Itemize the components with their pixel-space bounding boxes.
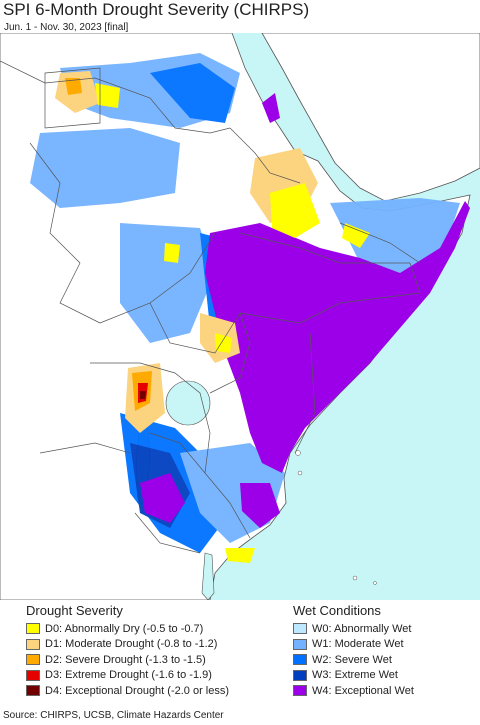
legend-label: D3: Extreme Drought (-1.6 to -1.9) xyxy=(45,669,212,682)
wet-legend: Wet Conditions W0: Abnormally Wet W1: Mo… xyxy=(293,603,414,699)
source-credit: Source: CHIRPS, UCSB, Climate Hazards Ce… xyxy=(3,710,224,721)
legend-item-d2: D2: Severe Drought (-1.3 to -1.5) xyxy=(26,652,229,668)
legend-item-w2: W2: Severe Wet xyxy=(293,652,414,668)
legend-item-d1: D1: Moderate Drought (-0.8 to -1.2) xyxy=(26,637,229,653)
legend-label: W1: Moderate Wet xyxy=(312,638,404,651)
legend-swatch xyxy=(293,638,307,650)
legend-item-d0: D0: Abnormally Dry (-0.5 to -0.7) xyxy=(26,621,229,637)
exceptional-wet xyxy=(140,93,470,528)
legend-swatch xyxy=(26,654,40,666)
legend-label: W0: Abnormally Wet xyxy=(312,622,412,635)
legend-label: D4: Exceptional Drought (-2.0 or less) xyxy=(45,684,230,697)
legend-swatch xyxy=(26,623,40,635)
legend-label: D0: Abnormally Dry (-0.5 to -0.7) xyxy=(45,622,204,635)
legend-label: W2: Severe Wet xyxy=(312,653,392,666)
arabia-land xyxy=(261,33,480,202)
drought-anomalies xyxy=(55,71,370,563)
drought-legend: Drought Severity D0: Abnormally Dry (-0.… xyxy=(26,603,229,699)
wet-legend-heading: Wet Conditions xyxy=(293,603,381,618)
legend-item-d3: D3: Extreme Drought (-1.6 to -1.9) xyxy=(26,668,229,684)
legend-swatch xyxy=(26,638,40,650)
legend-swatch xyxy=(26,669,40,681)
legend-swatch xyxy=(293,623,307,635)
legend-item-w3: W3: Extreme Wet xyxy=(293,668,414,684)
legend-label: W4: Exceptional Wet xyxy=(312,684,414,697)
legend-label: D1: Moderate Drought (-0.8 to -1.2) xyxy=(45,638,218,651)
map-subtitle: Jun. 1 - Nov. 30, 2023 [final] xyxy=(4,22,129,33)
legend-item-w0: W0: Abnormally Wet xyxy=(293,621,414,637)
lake-victoria xyxy=(165,380,211,426)
legend-label: W3: Extreme Wet xyxy=(312,669,398,682)
lake-malawi xyxy=(201,552,215,600)
legend-item-d4: D4: Exceptional Drought (-2.0 or less) xyxy=(26,683,229,699)
islands xyxy=(295,450,377,585)
country-borders xyxy=(0,60,421,554)
legend-swatch xyxy=(293,685,307,697)
legend-item-w1: W1: Moderate Wet xyxy=(293,637,414,653)
legend-swatch xyxy=(26,685,40,697)
drought-map xyxy=(0,33,480,600)
drought-legend-heading: Drought Severity xyxy=(26,603,123,618)
map-title: SPI 6-Month Drought Severity (CHIRPS) xyxy=(3,0,310,19)
legend-label: D2: Severe Drought (-1.3 to -1.5) xyxy=(45,653,206,666)
legend-swatch xyxy=(293,669,307,681)
legend-swatch xyxy=(293,654,307,666)
legend-item-w4: W4: Exceptional Wet xyxy=(293,683,414,699)
